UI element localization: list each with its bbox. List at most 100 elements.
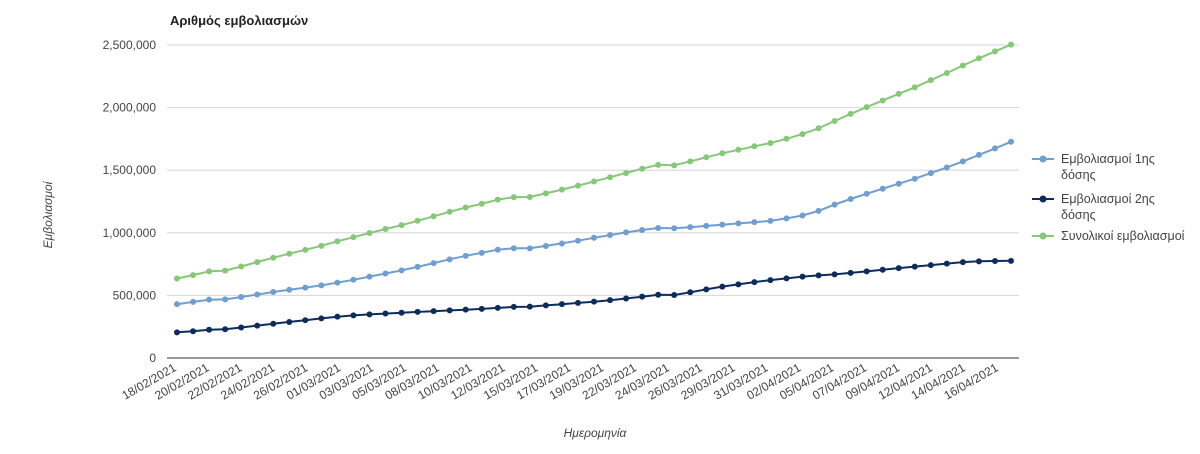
data-point xyxy=(671,162,678,169)
data-point xyxy=(222,296,229,303)
data-point xyxy=(671,225,678,232)
data-point xyxy=(430,213,437,220)
data-point xyxy=(398,267,405,274)
data-point xyxy=(687,158,694,165)
data-point xyxy=(238,263,245,270)
data-point xyxy=(206,296,213,303)
data-point xyxy=(318,282,325,289)
gridlines xyxy=(167,44,1019,359)
data-point xyxy=(767,217,774,224)
legend-label: Εμβολιασμοί 1ης xyxy=(1061,152,1155,166)
data-point xyxy=(799,273,806,280)
data-point xyxy=(623,295,630,302)
legend-swatch-marker xyxy=(1039,195,1047,203)
data-point xyxy=(286,318,293,325)
data-point xyxy=(462,204,469,211)
data-point xyxy=(334,238,341,245)
x-axis-label: Ημερομηνία xyxy=(564,426,628,440)
data-point xyxy=(719,150,726,157)
data-point xyxy=(382,270,389,277)
series-1 xyxy=(174,138,1014,308)
data-point xyxy=(751,143,758,150)
x-axis-ticks: 18/02/202120/02/202122/02/202124/02/2021… xyxy=(119,360,1000,402)
data-point xyxy=(783,215,790,222)
data-point xyxy=(398,309,405,316)
data-point xyxy=(494,304,501,311)
data-point xyxy=(799,212,806,219)
y-axis-ticks: 0 500,000 1,000,000 1,500,000 2,000,000 2,500… xyxy=(103,38,157,365)
data-point xyxy=(927,262,934,269)
data-point xyxy=(526,245,533,252)
data-point xyxy=(574,299,581,306)
data-point xyxy=(703,286,710,293)
data-point xyxy=(607,232,614,239)
data-point xyxy=(959,158,966,165)
data-point xyxy=(286,286,293,293)
y-tick-label: 2,000,000 xyxy=(103,101,157,115)
data-point xyxy=(607,297,614,304)
data-point xyxy=(446,307,453,314)
legend-item: Εμβολιασμοί 1ης δόσης xyxy=(1032,152,1155,182)
data-point xyxy=(911,175,918,182)
data-point xyxy=(783,275,790,282)
data-point xyxy=(847,269,854,276)
data-point xyxy=(558,186,565,193)
data-point xyxy=(574,182,581,189)
data-point xyxy=(991,48,998,55)
y-tick-label: 1,000,000 xyxy=(103,226,157,240)
data-point xyxy=(318,242,325,249)
data-point xyxy=(494,246,501,253)
data-point xyxy=(270,320,277,327)
data-point xyxy=(671,292,678,299)
data-point xyxy=(815,272,822,279)
series-3 xyxy=(174,41,1014,282)
y-axis-label: Εμβολιασμοί xyxy=(41,180,55,248)
series-lines xyxy=(174,41,1014,336)
data-point xyxy=(238,294,245,301)
data-point xyxy=(526,193,533,200)
data-point xyxy=(510,303,517,310)
data-point xyxy=(655,161,662,168)
y-tick-label: 0 xyxy=(149,351,156,365)
data-point xyxy=(478,249,485,256)
data-point xyxy=(831,117,838,124)
data-point xyxy=(623,169,630,176)
data-point xyxy=(687,224,694,231)
data-point xyxy=(591,298,597,305)
data-point xyxy=(847,110,854,117)
data-point xyxy=(334,313,341,320)
data-point xyxy=(879,266,886,273)
data-point xyxy=(350,276,357,283)
data-point xyxy=(286,250,293,257)
data-point xyxy=(943,164,950,171)
data-point xyxy=(382,226,389,233)
y-tick-label: 2,500,000 xyxy=(103,38,157,52)
data-point xyxy=(254,322,261,329)
data-point xyxy=(959,259,966,266)
series-line xyxy=(176,259,1012,334)
data-point xyxy=(174,301,180,308)
data-point xyxy=(591,234,597,241)
data-point xyxy=(542,242,549,249)
data-point xyxy=(863,104,870,111)
data-point xyxy=(270,289,277,296)
data-point xyxy=(446,208,453,215)
data-point xyxy=(927,77,934,84)
data-point xyxy=(350,234,357,241)
data-point xyxy=(591,178,597,185)
data-point xyxy=(639,227,646,234)
y-tick-label: 500,000 xyxy=(113,288,157,302)
data-point xyxy=(815,207,822,214)
data-point xyxy=(703,154,710,161)
data-point xyxy=(446,256,453,263)
data-point xyxy=(655,225,662,232)
data-point xyxy=(510,245,517,252)
data-point xyxy=(863,190,870,197)
data-point xyxy=(703,222,710,229)
data-point xyxy=(238,324,245,331)
data-point xyxy=(414,263,421,270)
data-point xyxy=(302,246,309,253)
data-point xyxy=(190,328,197,335)
data-point xyxy=(302,284,309,291)
